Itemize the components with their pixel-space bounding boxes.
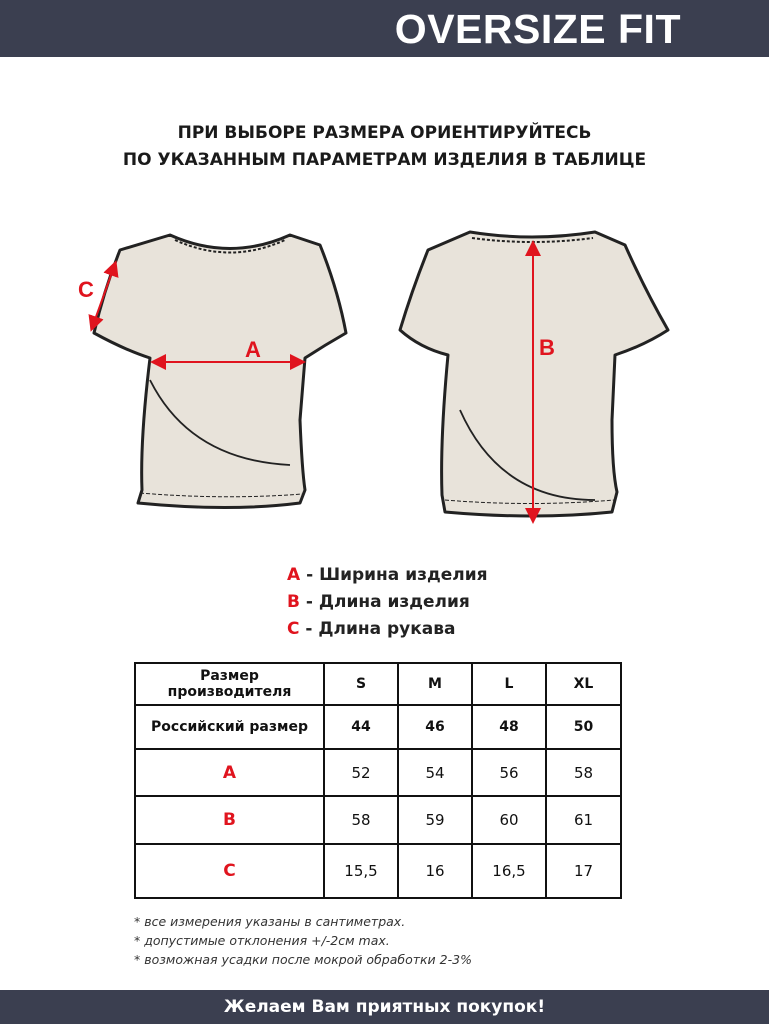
subtitle-line: ПО УКАЗАННЫМ ПАРАМЕТРАМ ИЗДЕЛИЯ В ТАБЛИЦ… (122, 150, 647, 170)
tshirt-diagram: A B C (78, 230, 670, 524)
subtitle: ПРИ ВЫБОРЕ РАЗМЕРА ОРИЕНТИРУЙТЕСЬ ПО УКА… (0, 120, 769, 174)
label-a: A (245, 337, 261, 362)
table-cell: 60 (471, 795, 547, 845)
table-cell: A (134, 748, 325, 797)
legend-key: C (287, 619, 300, 639)
table-header-row: Размер производителя S M L XL (134, 662, 622, 706)
footer-bar: Желаем Вам приятных покупок! (0, 990, 769, 1024)
tshirt-front (92, 233, 348, 509)
legend-item: C - Длина рукава (287, 616, 488, 643)
table-cell: 58 (545, 748, 622, 797)
subtitle-line: ПРИ ВЫБОРЕ РАЗМЕРА ОРИЕНТИРУЙТЕСЬ (177, 123, 592, 143)
legend-text: - Ширина изделия (300, 565, 488, 585)
table-cell: 54 (397, 748, 473, 797)
table-cell: 16 (397, 843, 473, 899)
table-cell: 44 (323, 704, 399, 750)
header-bar: OVERSIZE FIT (0, 0, 769, 57)
table-cell: 61 (545, 795, 622, 845)
table-cell: 48 (471, 704, 547, 750)
table-row: A 52 54 56 58 (134, 748, 622, 797)
measure-c-arrow (88, 260, 119, 332)
table-row: B 58 59 60 61 (134, 795, 622, 845)
table-cell: 59 (397, 795, 473, 845)
table-cell: C (134, 843, 325, 899)
table-cell: Российский размер (134, 704, 325, 750)
label-c: C (78, 277, 94, 302)
legend-key: B (287, 592, 300, 612)
label-b: B (539, 335, 555, 360)
table-header-cell: S (323, 662, 399, 706)
footer-text: Желаем Вам приятных покупок! (223, 997, 546, 1017)
table-cell: 58 (323, 795, 399, 845)
table-row: Российский размер 44 46 48 50 (134, 704, 622, 750)
table-cell: 17 (545, 843, 622, 899)
legend-text: - Длина рукава (299, 619, 456, 639)
table-cell: 15,5 (323, 843, 399, 899)
table-cell: 46 (397, 704, 473, 750)
table-header-cell: Размер производителя (134, 662, 325, 706)
table-cell: 56 (471, 748, 547, 797)
table-header-cell: L (471, 662, 547, 706)
legend-text: - Длина изделия (299, 592, 470, 612)
page-title: OVERSIZE FIT (394, 6, 681, 52)
footnote: * возможная усадки после мокрой обработк… (134, 952, 472, 967)
legend-item: A - Ширина изделия (287, 562, 488, 589)
measurement-legend: A - Ширина изделия B - Длина изделия C -… (287, 562, 488, 643)
legend-item: B - Длина изделия (287, 589, 488, 616)
footnote: * допустимые отклонения +/-2см max. (134, 933, 390, 948)
table-cell: B (134, 795, 325, 845)
table-row: C 15,5 16 16,5 17 (134, 843, 622, 899)
legend-key: A (287, 565, 301, 585)
table-cell: 52 (323, 748, 399, 797)
table-header-cell: XL (545, 662, 622, 706)
footnote: * все измерения указаны в сантиметрах. (134, 914, 406, 929)
table-header-cell: M (397, 662, 473, 706)
table-cell: 50 (545, 704, 622, 750)
footnotes: * все измерения указаны в сантиметрах. *… (134, 912, 472, 969)
size-table: Размер производителя S M L XL Российский… (134, 662, 622, 899)
table-cell: 16,5 (471, 843, 547, 899)
